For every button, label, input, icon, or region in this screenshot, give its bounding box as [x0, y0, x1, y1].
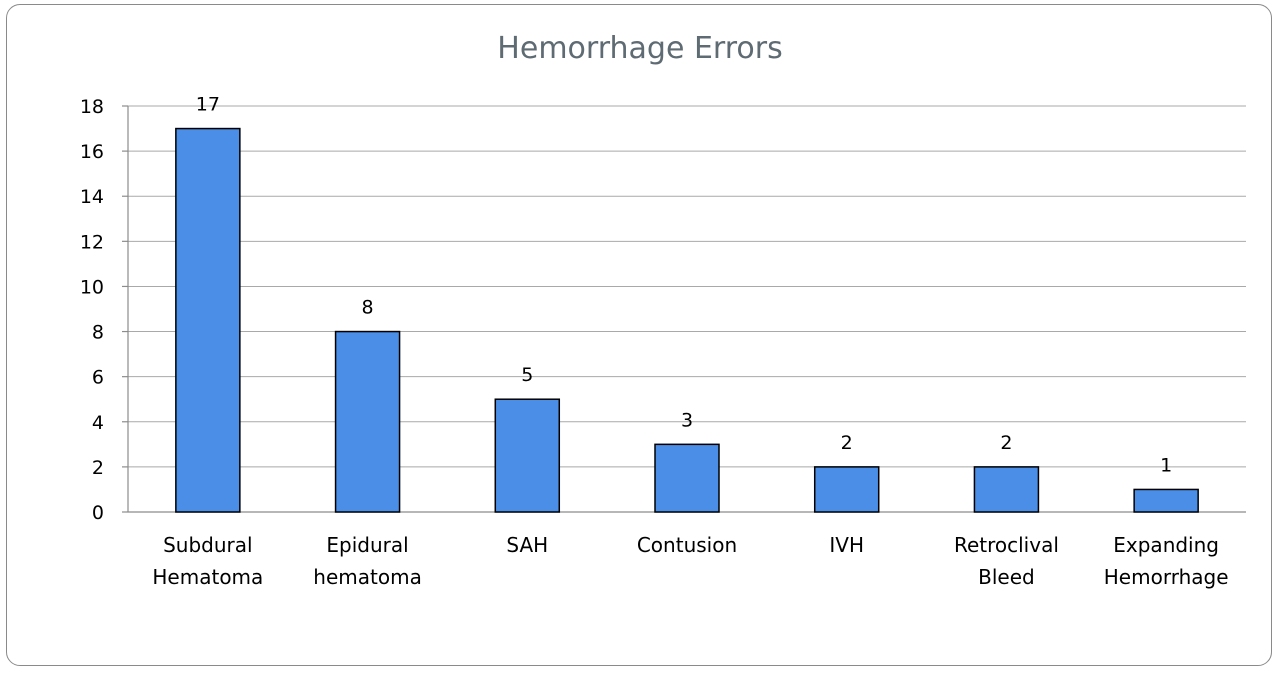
bar — [494, 398, 561, 513]
bar — [334, 330, 401, 513]
data-label: 8 — [362, 297, 374, 319]
y-tick-label: 2 — [92, 457, 104, 479]
data-label: 2 — [1000, 432, 1012, 454]
y-tick-label: 8 — [92, 322, 104, 344]
bar — [813, 466, 880, 513]
data-label: 5 — [521, 364, 533, 386]
bar — [654, 443, 720, 513]
data-labels: 17 8 5 3 2 2 1 — [196, 94, 1172, 477]
bars — [175, 127, 1199, 513]
data-label: 1 — [1160, 454, 1172, 476]
chart-title: Hemorrhage Errors — [497, 31, 782, 66]
data-label: 2 — [841, 432, 853, 454]
y-tick-label: 14 — [80, 186, 104, 208]
x-category-label: Contusion — [637, 533, 737, 557]
data-label: 17 — [196, 94, 220, 116]
bar — [973, 466, 1040, 513]
y-tick-label: 6 — [92, 367, 104, 389]
x-category-label: Hematoma — [152, 565, 263, 589]
x-category-label: hematoma — [313, 565, 422, 589]
y-tick-label: 12 — [80, 231, 104, 253]
y-tick-label: 16 — [80, 141, 104, 163]
x-category-label: Hemorrhage — [1104, 565, 1229, 589]
x-axis-categories: Subdural Hematoma Epidural hematoma SAH Contu… — [152, 533, 1228, 589]
y-axis-ticks: 0 2 4 6 8 10 12 14 16 18 — [80, 96, 104, 524]
y-tick-label: 18 — [80, 96, 104, 118]
x-category-label: Retroclival — [954, 533, 1059, 557]
x-category-label: Epidural — [326, 533, 408, 557]
gridlines — [122, 105, 1246, 513]
x-category-label: Subdural — [163, 533, 252, 557]
bar — [175, 127, 241, 513]
x-category-label: Expanding — [1113, 533, 1219, 557]
y-tick-label: 0 — [92, 502, 104, 524]
x-category-label: IVH — [829, 533, 864, 557]
data-label: 3 — [681, 409, 693, 431]
y-tick-label: 10 — [80, 276, 104, 298]
x-category-label: Bleed — [978, 565, 1035, 589]
bar — [1133, 488, 1199, 513]
y-tick-label: 4 — [92, 412, 104, 434]
x-category-label: SAH — [506, 533, 548, 557]
